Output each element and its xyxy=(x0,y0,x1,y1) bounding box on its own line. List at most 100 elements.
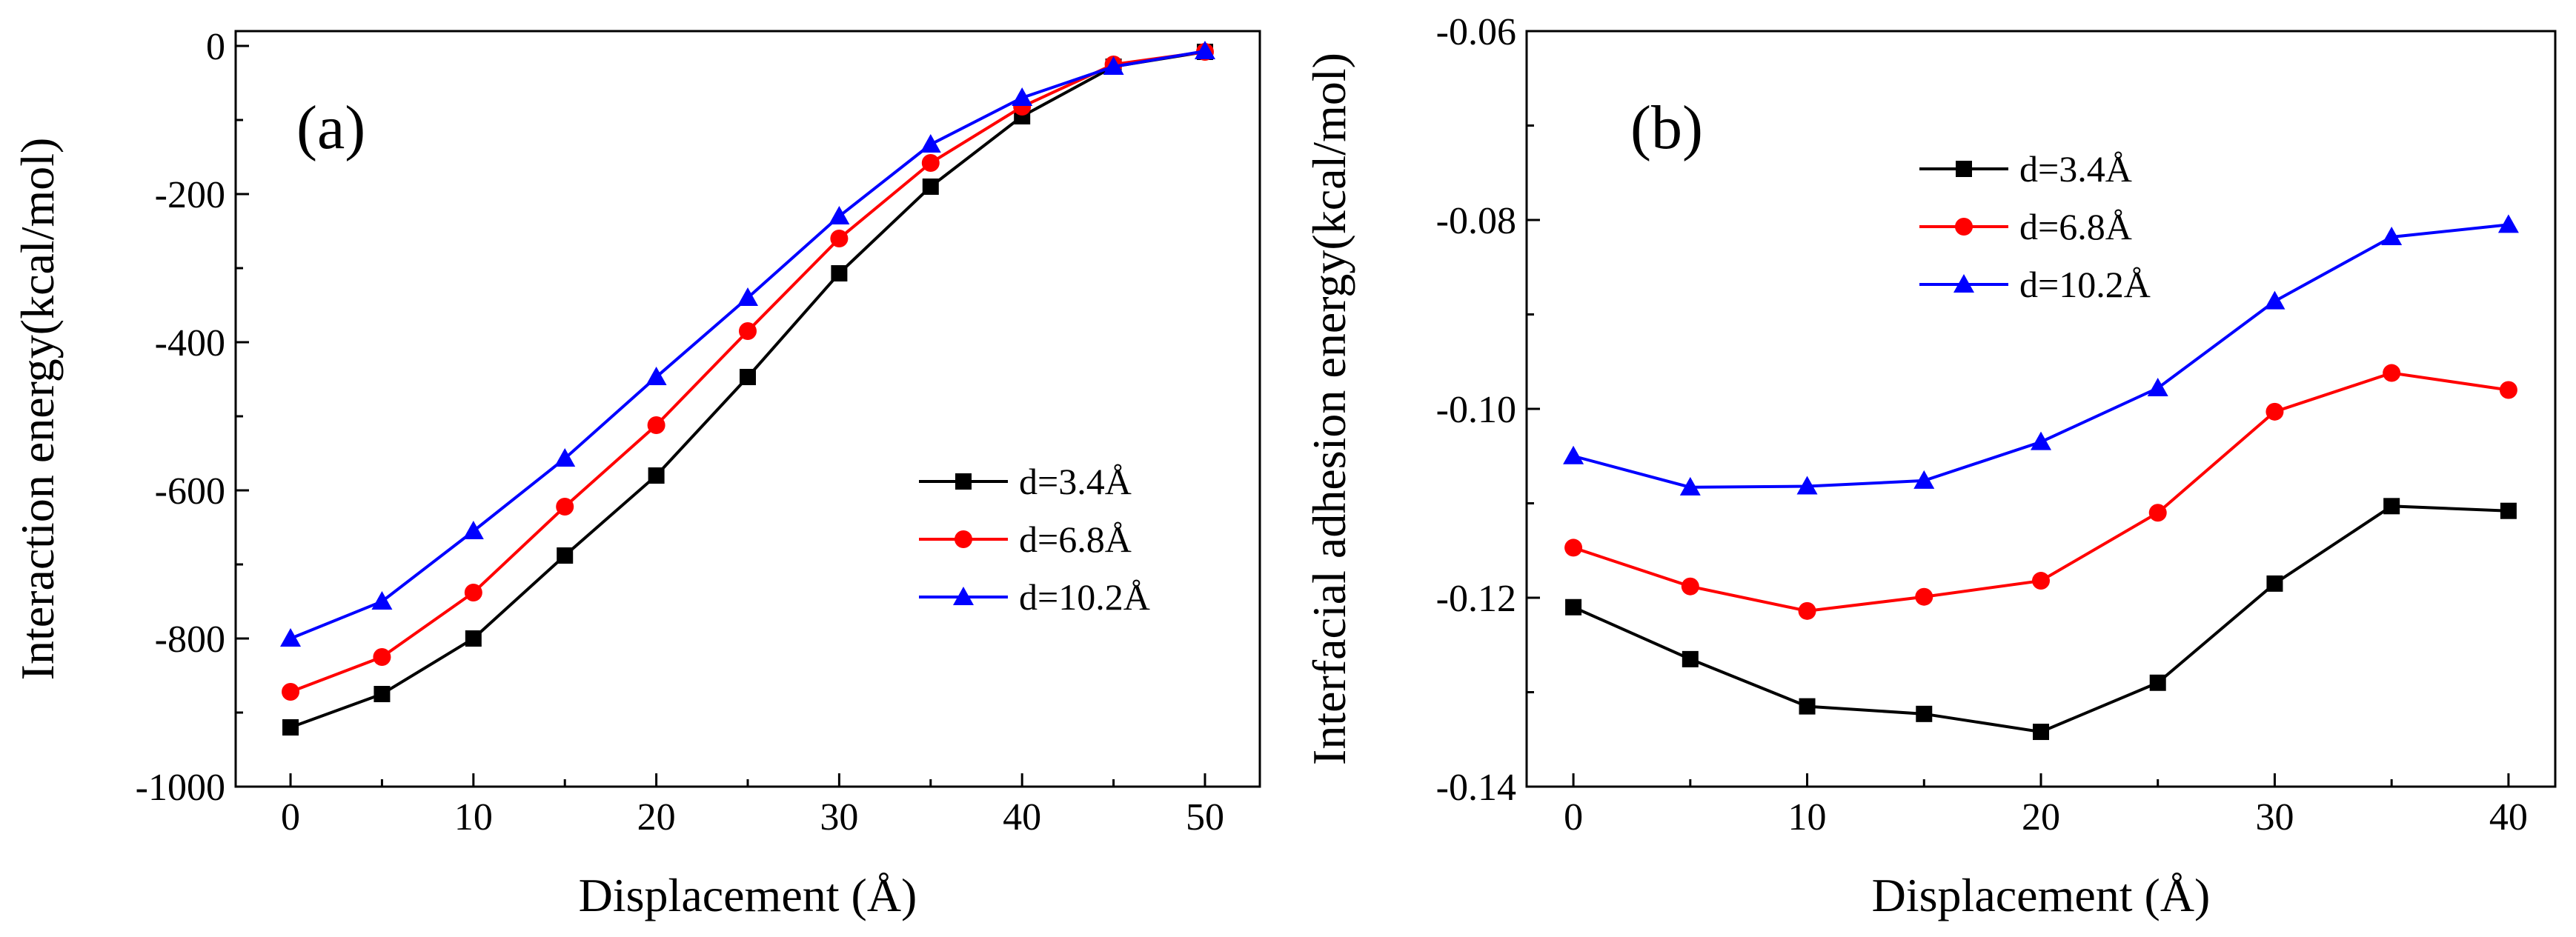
data-point xyxy=(2149,674,2166,691)
data-point xyxy=(1799,698,1816,715)
legend-entry: d=10.2Å xyxy=(1919,264,2151,305)
y-axis-label: Interaction energy(kcal/mol) xyxy=(11,138,64,681)
data-point xyxy=(921,154,940,172)
x-tick-label: 40 xyxy=(2489,796,2528,838)
data-point xyxy=(1681,577,1699,596)
data-point xyxy=(465,630,482,647)
data-point xyxy=(1103,56,1124,75)
data-point xyxy=(739,322,757,340)
data-point xyxy=(1913,470,1935,489)
legend-marker xyxy=(1956,161,1972,177)
plot-frame-a xyxy=(234,30,1261,788)
data-point xyxy=(2031,431,2051,450)
data-point xyxy=(282,683,300,701)
legend-entry: d=3.4Å xyxy=(919,461,1132,502)
legend-label: d=10.2Å xyxy=(1019,576,1150,618)
series-b-1 xyxy=(1564,364,2517,620)
data-point xyxy=(1564,538,1583,557)
x-tick-label: 50 xyxy=(1186,796,1224,838)
series-b-2 xyxy=(1563,214,2519,496)
data-point xyxy=(1565,598,1582,616)
legend-entry: d=6.8Å xyxy=(1919,206,2132,247)
x-tick-label: 20 xyxy=(637,796,676,838)
x-tick-label: 40 xyxy=(1003,796,1041,838)
x-tick-label: 30 xyxy=(820,796,858,838)
x-tick-label: 30 xyxy=(2255,796,2294,838)
x-tick-label: 10 xyxy=(454,796,493,838)
data-point xyxy=(2265,402,2284,421)
data-point xyxy=(2497,214,2519,233)
legend-marker xyxy=(1955,218,1973,236)
legend-marker xyxy=(1953,274,1974,293)
x-tick-label: 0 xyxy=(281,796,300,838)
data-point xyxy=(645,367,667,385)
data-point xyxy=(462,521,484,539)
data-point xyxy=(374,686,391,702)
x-tick-label: 20 xyxy=(2022,796,2060,838)
data-point xyxy=(2147,377,2168,396)
y-tick-label: -1000 xyxy=(136,767,225,809)
data-point xyxy=(1798,601,1816,620)
y-tick-label: -0.06 xyxy=(1436,11,1516,53)
data-point xyxy=(831,265,848,281)
data-point xyxy=(557,547,574,564)
legend-marker xyxy=(955,530,972,548)
data-point xyxy=(554,448,576,467)
panel-a: 0 10 20 30 40 50 -1000 -800 -600 -400 -200 0 Displac… xyxy=(11,26,1261,921)
data-point xyxy=(1915,587,1933,606)
legend-marker xyxy=(955,473,972,490)
data-point xyxy=(464,584,482,601)
data-point xyxy=(280,628,302,647)
data-point xyxy=(1796,476,1818,495)
data-point xyxy=(2383,364,2401,382)
legend-label: d=6.8Å xyxy=(2019,206,2132,247)
data-point xyxy=(1682,650,1699,667)
data-point xyxy=(1916,705,1933,722)
data-point xyxy=(2383,498,2400,515)
data-point xyxy=(282,719,299,736)
data-point xyxy=(556,498,574,516)
data-point xyxy=(2148,504,2167,522)
data-point xyxy=(1563,445,1584,464)
legend-marker xyxy=(953,587,974,605)
y-tick-label: 0 xyxy=(206,26,225,68)
series-line xyxy=(1573,504,2509,734)
x-tick-label: 0 xyxy=(1564,796,1583,838)
x-axis-label: Displacement (Å) xyxy=(579,869,917,921)
series-a-2 xyxy=(280,41,1215,647)
data-point xyxy=(2381,226,2403,245)
x-tick-label: 10 xyxy=(1788,796,1827,838)
data-point xyxy=(920,134,941,153)
legend-entry: d=3.4Å xyxy=(1919,148,2132,190)
data-point xyxy=(1012,87,1033,106)
y-axis-label: Interfacial adhesion energy(kcal/mol) xyxy=(1303,53,1355,765)
legend-entry: d=10.2Å xyxy=(919,576,1150,618)
y-tick-label: -200 xyxy=(155,174,225,216)
data-point xyxy=(2500,502,2517,519)
data-point xyxy=(740,369,756,385)
data-point xyxy=(371,591,393,610)
series-a-0 xyxy=(282,44,1213,736)
data-point xyxy=(830,230,849,247)
data-point xyxy=(648,467,665,484)
data-point xyxy=(737,287,758,306)
y-tick-label: -0.10 xyxy=(1436,389,1516,431)
data-point xyxy=(922,179,939,195)
y-tick-label: -0.08 xyxy=(1436,200,1516,242)
legend-label: d=3.4Å xyxy=(1019,461,1132,502)
data-point xyxy=(2499,381,2517,399)
y-tick-label: -600 xyxy=(155,470,225,513)
panel-label: (b) xyxy=(1630,93,1703,162)
data-point xyxy=(2266,575,2283,592)
data-point xyxy=(829,206,850,224)
data-point xyxy=(373,648,391,666)
data-point xyxy=(1194,41,1215,59)
panel-b: 0 10 20 30 40 -0.14 -0.12 -0.10 -0.08 -0.06 Displa… xyxy=(1303,11,2557,921)
y-tick-label: -0.12 xyxy=(1436,578,1516,620)
legend-label: d=3.4Å xyxy=(2019,148,2132,190)
data-point xyxy=(1679,476,1701,496)
panel-label: (a) xyxy=(296,93,365,162)
y-tick-label: -0.14 xyxy=(1436,767,1516,809)
data-point xyxy=(647,416,665,434)
